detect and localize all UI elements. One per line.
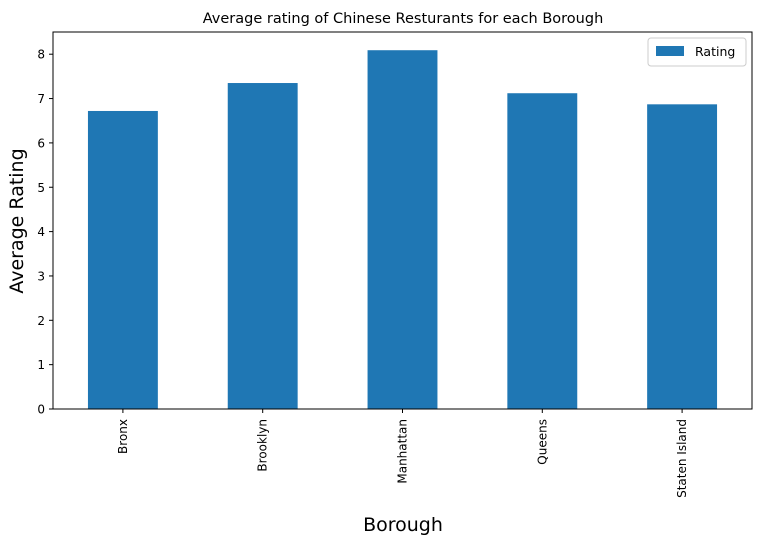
- y-tick-label: 1: [37, 358, 45, 372]
- y-tick-label: 2: [37, 314, 45, 328]
- y-tick-label: 8: [37, 48, 45, 62]
- y-axis: 0 1 2 3 4 5 6 7 8: [37, 48, 53, 417]
- chart-title: Average rating of Chinese Resturants for…: [203, 11, 604, 27]
- y-tick-label: 0: [37, 403, 45, 417]
- x-tick-label: Queens: [535, 419, 549, 465]
- legend-label-rating: Rating: [695, 44, 735, 59]
- x-tick-label: Manhattan: [396, 419, 410, 484]
- legend-swatch-rating: [656, 46, 684, 56]
- bar-bronx: [87, 110, 158, 409]
- y-tick-label: 7: [37, 92, 45, 106]
- plot-frame: [52, 31, 753, 410]
- x-axis: Bronx Brooklyn Manhattan Queens Staten Islan…: [116, 409, 689, 498]
- legend-frame: [647, 37, 747, 67]
- y-axis-title: Average Rating: [6, 148, 28, 293]
- x-tick-label: Bronx: [116, 419, 130, 454]
- x-axis-title: Borough: [363, 514, 443, 536]
- bar-staten-island: [647, 104, 718, 409]
- y-tick-label: 4: [37, 225, 45, 239]
- bar-queens: [507, 93, 578, 409]
- bar-brooklyn: [227, 83, 298, 409]
- legend: Rating: [647, 37, 747, 67]
- y-tick-label: 6: [37, 136, 45, 150]
- y-tick-label: 3: [37, 269, 45, 283]
- bars-layer: [87, 50, 718, 410]
- x-tick-label: Staten Island: [675, 419, 689, 498]
- x-tick-label: Brooklyn: [256, 419, 270, 472]
- y-tick-label: 5: [37, 181, 45, 195]
- bar-manhattan: [367, 50, 438, 410]
